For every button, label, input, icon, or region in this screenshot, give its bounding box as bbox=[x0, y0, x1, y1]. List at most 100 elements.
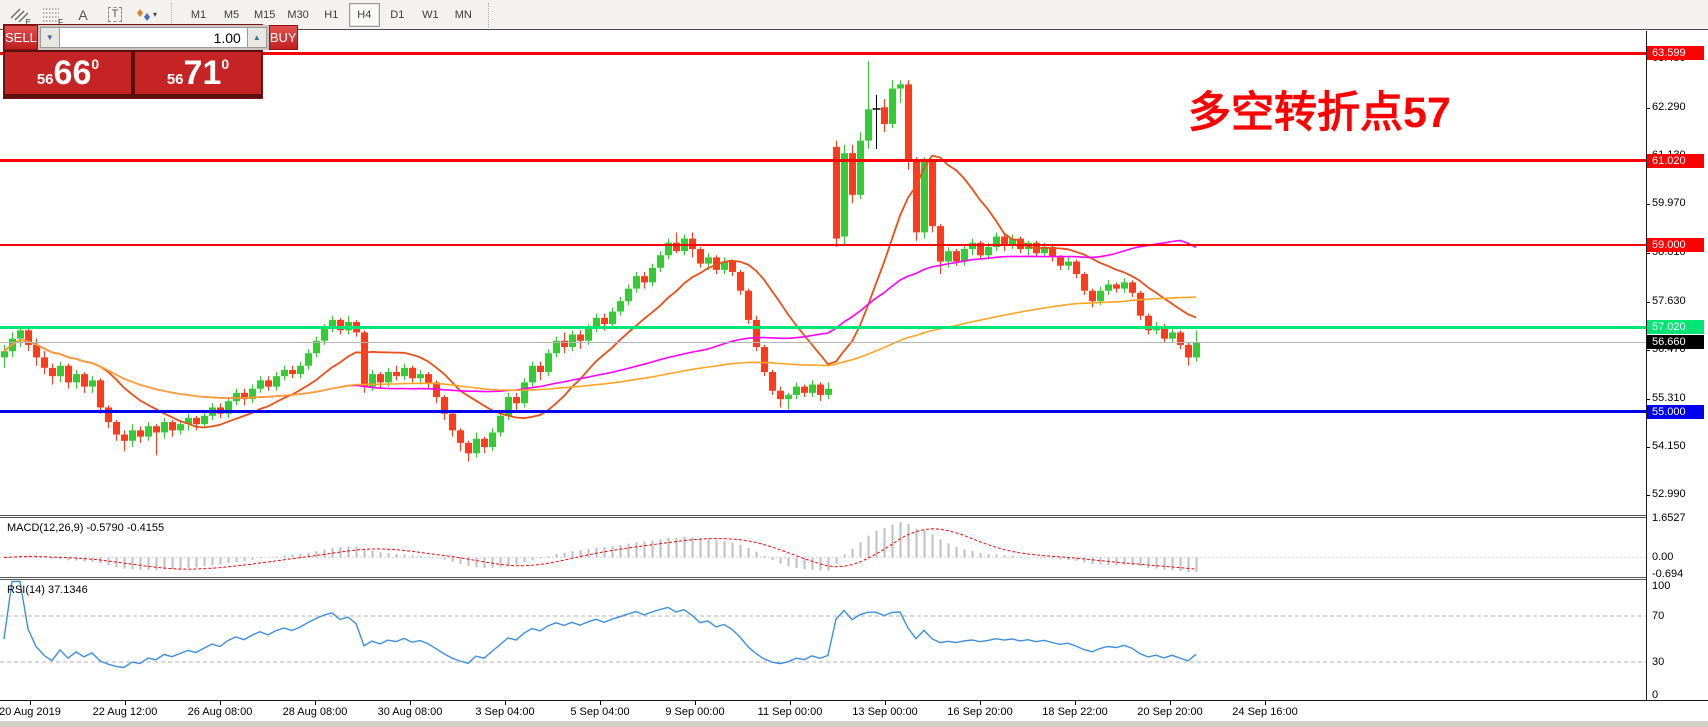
price-tick-mark bbox=[1646, 350, 1650, 352]
time-axis-label: 26 Aug 08:00 bbox=[187, 706, 253, 718]
horizontal-level-line[interactable] bbox=[0, 325, 1646, 329]
sell-button[interactable]: SELL bbox=[4, 25, 38, 50]
time-axis-label: 24 Sep 16:00 bbox=[1232, 706, 1298, 718]
time-axis-tick bbox=[220, 701, 221, 705]
price-tick-label: 57.630 bbox=[1652, 294, 1686, 307]
rsi-plot bbox=[0, 580, 1646, 669]
pane-divider[interactable] bbox=[0, 577, 1646, 580]
price-level-badge: 63.599 bbox=[1647, 46, 1704, 61]
sell-price-display[interactable]: 56 66 0 bbox=[5, 52, 131, 94]
time-axis-tick bbox=[790, 701, 791, 705]
time-axis-tick bbox=[505, 701, 506, 705]
timeframe-h4-button[interactable]: H4 bbox=[348, 2, 380, 27]
equidistant-channel-tool-icon[interactable]: E bbox=[4, 3, 34, 27]
time-axis-label: 20 Aug 2019 bbox=[0, 706, 61, 718]
annotation-text: 多空转折点57 bbox=[1188, 89, 1451, 137]
time-axis-tick bbox=[125, 701, 126, 705]
time-axis-tick bbox=[695, 701, 696, 705]
timeframe-m5-button[interactable]: M5 bbox=[216, 3, 247, 27]
price-tick-mark bbox=[1646, 398, 1650, 400]
volume-increase-button[interactable]: ▲ bbox=[246, 27, 267, 48]
price-level-badge: 61.020 bbox=[1647, 153, 1704, 168]
timeframe-group: M1 M5 M15 M30 H1 H4 D1 W1 MN bbox=[182, 2, 480, 27]
rsi-axis-label: 70 bbox=[1652, 610, 1665, 622]
horizontal-level-line[interactable] bbox=[0, 159, 1646, 163]
sell-price-sup: 0 bbox=[91, 56, 100, 72]
moving-average-96 bbox=[3, 296, 1197, 399]
text-label-tool-icon[interactable]: T bbox=[100, 3, 130, 27]
time-axis-tick bbox=[600, 701, 601, 705]
price-tick-mark bbox=[1646, 107, 1650, 109]
price-tick-mark bbox=[1646, 204, 1650, 206]
time-axis-label: 20 Sep 20:00 bbox=[1137, 706, 1203, 718]
macd-axis-label: -0.694 bbox=[1652, 568, 1684, 581]
toolbar-separator bbox=[171, 2, 178, 27]
timeframe-d1-button[interactable]: D1 bbox=[382, 3, 413, 27]
timeframe-mn-button[interactable]: MN bbox=[448, 3, 479, 27]
buy-button[interactable]: BUY bbox=[268, 25, 298, 50]
macd-label: MACD(12,26,9) -0.5790 -0.4155 bbox=[7, 522, 165, 534]
time-axis-label: 13 Sep 00:00 bbox=[852, 706, 918, 718]
timeframe-m15-button[interactable]: M15 bbox=[249, 3, 280, 27]
price-level-badge: 55.000 bbox=[1647, 404, 1704, 419]
chart-region: ▲USOil,H4 56.520 56.710 56.440 56.660 多空… bbox=[0, 31, 1708, 727]
time-axis-tick bbox=[315, 701, 316, 705]
time-axis-label: 30 Aug 08:00 bbox=[377, 706, 443, 718]
sell-price-big: 66 bbox=[53, 54, 92, 92]
rsi-axis-label: 30 bbox=[1652, 656, 1665, 668]
timeframe-h1-button[interactable]: H1 bbox=[316, 3, 347, 27]
macd-axis-label: 0.00 bbox=[1652, 551, 1674, 564]
macd-indicator-pane[interactable] bbox=[0, 518, 1646, 577]
volume-input[interactable] bbox=[59, 27, 247, 48]
price-level-badge: 59.000 bbox=[1647, 237, 1704, 252]
fibonacci-tool-icon[interactable]: F bbox=[36, 3, 66, 27]
time-axis-label: 16 Sep 20:00 bbox=[947, 706, 1013, 718]
rsi-indicator-pane[interactable] bbox=[0, 580, 1646, 700]
timeframe-m1-button[interactable]: M1 bbox=[183, 3, 214, 27]
time-axis-label: 5 Sep 04:00 bbox=[570, 706, 630, 718]
toolbar-separator bbox=[487, 2, 495, 27]
time-axis-label: 11 Sep 00:00 bbox=[757, 706, 823, 718]
horizontal-level-line[interactable] bbox=[0, 410, 1646, 414]
current-price-line bbox=[0, 342, 1646, 344]
time-axis-tick bbox=[980, 701, 981, 705]
horizontal-level-line[interactable] bbox=[0, 51, 1646, 55]
horizontal-level-line[interactable] bbox=[0, 243, 1646, 246]
price-tick-label: 55.310 bbox=[1652, 391, 1686, 404]
text-tool-icon[interactable]: A bbox=[68, 3, 98, 27]
main-chart-pane[interactable] bbox=[0, 31, 1646, 515]
volume-decrease-button[interactable]: ▼ bbox=[39, 27, 60, 48]
pane-divider[interactable] bbox=[0, 515, 1646, 518]
price-tick-label: 62.290 bbox=[1652, 100, 1686, 113]
price-tick-mark bbox=[1646, 447, 1650, 449]
buy-price-big: 71 bbox=[183, 54, 222, 92]
timeframe-w1-button[interactable]: W1 bbox=[415, 3, 446, 27]
candlestick-plot bbox=[1, 61, 1200, 462]
price-tick-mark bbox=[1646, 252, 1650, 254]
time-axis-tick bbox=[1075, 701, 1076, 705]
moving-average-13 bbox=[3, 154, 1197, 429]
price-tick-label: 52.990 bbox=[1652, 488, 1686, 501]
timeframe-m30-button[interactable]: M30 bbox=[282, 3, 313, 27]
price-tick-mark bbox=[1646, 495, 1650, 497]
buy-price-display[interactable]: 56 71 0 bbox=[135, 52, 261, 94]
buy-price-sup: 0 bbox=[221, 56, 230, 72]
price-tick-label: 54.150 bbox=[1652, 440, 1686, 453]
rsi-axis-label: 100 bbox=[1652, 580, 1671, 592]
price-level-badge: 57.020 bbox=[1647, 320, 1704, 335]
sell-price-small: 56 bbox=[36, 71, 54, 88]
volume-control: ▼ ▲ bbox=[37, 25, 269, 50]
time-axis-label: 9 Sep 00:00 bbox=[665, 706, 725, 718]
time-axis-tick bbox=[1170, 701, 1171, 705]
window-bottom-strip bbox=[0, 721, 1708, 727]
time-axis-label: 18 Sep 22:00 bbox=[1042, 706, 1108, 718]
rsi-axis-label: 0 bbox=[1652, 689, 1659, 701]
time-axis-label: 22 Aug 12:00 bbox=[92, 706, 158, 718]
arrows-tool-icon[interactable]: ▾ bbox=[132, 3, 162, 27]
time-axis-tick bbox=[1265, 701, 1266, 705]
current-price-badge: 56.660 bbox=[1647, 335, 1704, 350]
price-tick-label: 59.970 bbox=[1652, 197, 1686, 210]
rsi-label: RSI(14) 37.1346 bbox=[7, 584, 88, 596]
macd-axis-label: 1.6527 bbox=[1652, 511, 1686, 524]
